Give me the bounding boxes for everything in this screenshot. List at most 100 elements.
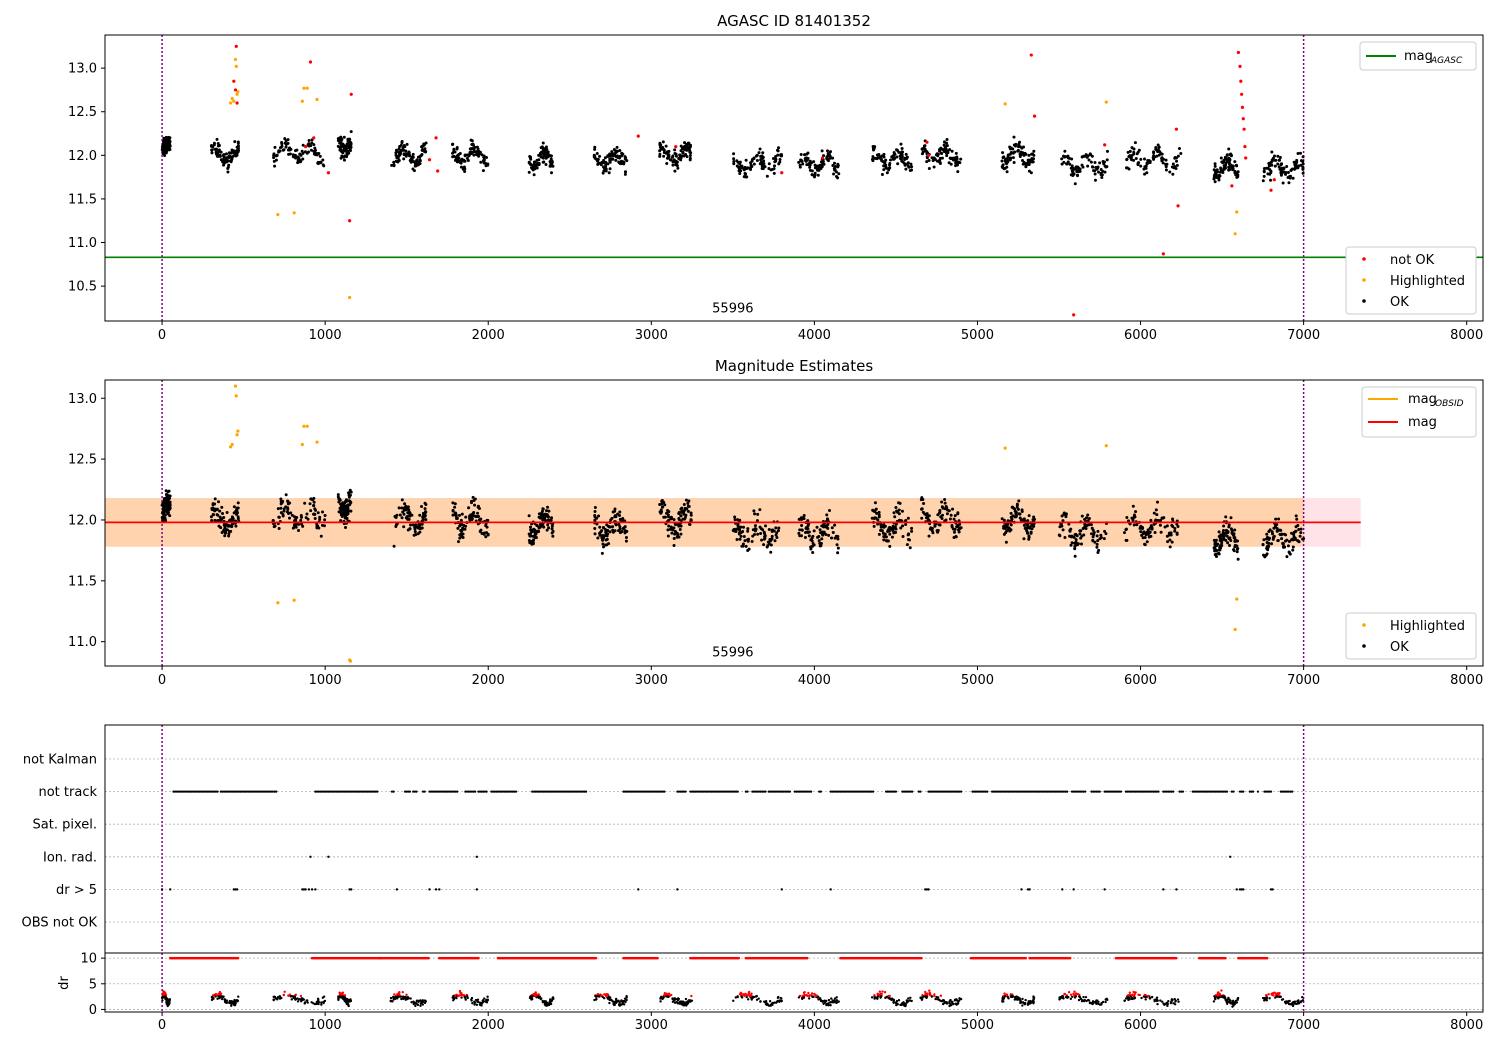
ok-point: [599, 163, 603, 167]
ok-point: [822, 162, 826, 166]
ok-point: [679, 149, 683, 153]
ok-point: [941, 513, 945, 517]
ok-point: [167, 138, 171, 142]
ok-point: [1173, 529, 1177, 533]
ok-point: [1018, 152, 1022, 156]
ok-point: [1063, 535, 1067, 539]
y-tick-label: 12.5: [68, 453, 97, 468]
ok-point: [673, 532, 677, 536]
ok-point: [418, 530, 422, 534]
ok-point: [611, 525, 615, 529]
ok-point: [1152, 511, 1156, 515]
ok-point: [938, 161, 942, 165]
ok-point: [1026, 523, 1030, 527]
ok-point: [949, 162, 953, 166]
ok-point: [618, 149, 622, 153]
ok-point: [1063, 149, 1067, 153]
highlighted-point: [276, 213, 280, 217]
not-ok-point: [235, 101, 239, 105]
ok-point: [945, 144, 949, 148]
ok-point: [888, 158, 892, 162]
ok-point: [948, 517, 952, 521]
ok-point: [894, 530, 898, 534]
ok-point: [308, 502, 312, 506]
ok-point: [1093, 178, 1097, 182]
ok-point: [227, 151, 231, 155]
not-track-flag: [919, 790, 922, 793]
ok-point: [744, 175, 748, 179]
ok-point: [1165, 524, 1169, 528]
not-track-flag: [986, 790, 989, 793]
not-ok-point: [436, 169, 440, 173]
ok-point: [409, 160, 413, 164]
not-ok-point: [1103, 143, 1107, 147]
ok-point: [836, 162, 840, 166]
dr-point: [163, 991, 166, 994]
ok-point: [667, 524, 671, 528]
ok-point: [605, 543, 609, 547]
dr-point: [475, 1003, 479, 1007]
ok-point: [923, 147, 927, 151]
ok-point: [1213, 164, 1217, 168]
not-ok-point: [1176, 204, 1180, 208]
legend-marker: [1362, 278, 1366, 282]
ok-point: [299, 153, 303, 157]
ok-point: [345, 503, 349, 507]
x-tick-label: 1000: [309, 673, 342, 688]
ok-point: [1005, 525, 1009, 529]
ok-point: [809, 547, 813, 551]
not-track-flag: [328, 790, 332, 793]
not-track-flag: [273, 790, 276, 793]
ok-point: [828, 508, 832, 512]
not-track-flag: [245, 790, 248, 793]
ok-point: [348, 493, 352, 497]
ok-point: [1058, 525, 1062, 529]
dr-flag: [927, 888, 930, 891]
highlighted-point: [300, 442, 304, 447]
ok-point: [299, 518, 303, 522]
ok-point: [884, 158, 888, 162]
ok-point: [672, 537, 676, 541]
not-track-flag: [244, 790, 247, 793]
ok-point: [1235, 547, 1239, 551]
ok-point: [1213, 549, 1217, 553]
ok-point: [885, 171, 889, 175]
ok-point: [401, 510, 405, 514]
ok-point: [932, 165, 936, 169]
ok-point: [408, 154, 412, 158]
ok-point: [735, 159, 739, 163]
ok-point: [541, 156, 545, 160]
dr-saturated-point: [1224, 956, 1227, 960]
ok-point: [466, 158, 470, 162]
highlighted-point: [348, 295, 352, 300]
ok-point: [547, 518, 551, 522]
ok-point: [546, 505, 550, 509]
ok-point: [486, 162, 490, 166]
not-ok-point: [1240, 105, 1245, 109]
ok-point: [1027, 514, 1031, 518]
not-track-flag: [270, 790, 273, 793]
ok-point: [1273, 154, 1277, 158]
ok-point: [688, 154, 692, 158]
y-tick-label: 11.5: [68, 574, 97, 589]
ok-point: [534, 532, 538, 536]
ok-point: [1225, 534, 1229, 538]
ok-point: [623, 172, 627, 176]
not-track-flag: [249, 790, 252, 793]
ok-point: [930, 529, 934, 533]
not-track-flag: [235, 790, 239, 793]
ok-point: [673, 529, 677, 533]
ok-point: [800, 159, 804, 163]
ok-point: [1227, 147, 1231, 151]
ok-point: [922, 502, 926, 506]
not-track-flag: [1172, 790, 1175, 793]
dr-point: [341, 991, 345, 994]
ok-point: [411, 523, 415, 527]
not-track-flag: [663, 790, 666, 793]
ok-point: [166, 490, 170, 494]
ok-point: [1096, 539, 1100, 543]
ok-point: [1227, 537, 1231, 541]
ok-point: [1076, 543, 1080, 547]
dr-flag: [1072, 888, 1075, 891]
